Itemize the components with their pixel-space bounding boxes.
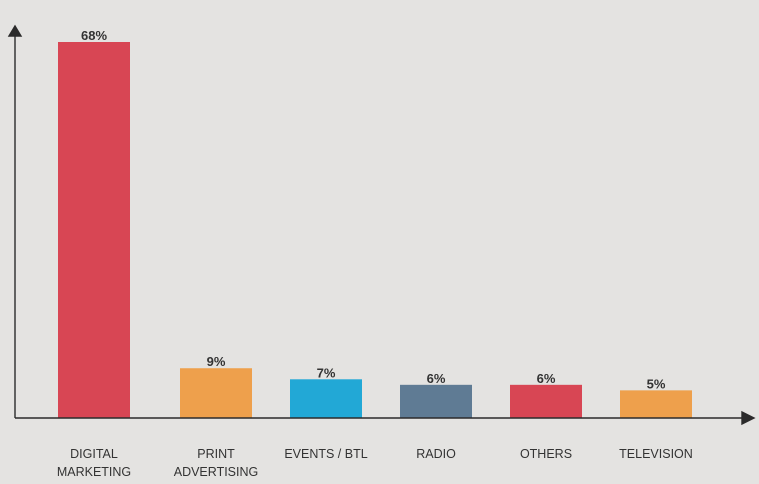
- bar-4: [510, 384, 582, 418]
- bar-group: [58, 42, 692, 418]
- y-axis-arrow: [7, 24, 23, 37]
- category-label-0-1: MARKETING: [57, 465, 131, 479]
- category-label-1-0: PRINT: [197, 447, 235, 461]
- data-label-4: 6%: [537, 371, 556, 386]
- category-label-4-0: OTHERS: [520, 447, 572, 461]
- data-label-1: 9%: [207, 354, 226, 369]
- category-label-0-0: DIGITAL: [70, 447, 118, 461]
- data-label-group: 68% 9% 7% 6% 6% 5%: [81, 28, 666, 391]
- category-label-2-0: EVENTS / BTL: [284, 447, 367, 461]
- data-label-5: 5%: [647, 376, 666, 391]
- bar-3: [400, 384, 472, 418]
- category-label-5-0: TELEVISION: [619, 447, 693, 461]
- data-label-3: 6%: [427, 371, 446, 386]
- category-label-3-0: RADIO: [416, 447, 456, 461]
- data-label-2: 7%: [317, 365, 336, 380]
- data-label-0: 68%: [81, 28, 107, 43]
- bar-2: [290, 379, 362, 418]
- bar-0: [58, 42, 130, 418]
- category-label-1-1: ADVERTISING: [174, 465, 259, 479]
- x-axis-arrow: [741, 410, 756, 426]
- category-label-group: DIGITAL MARKETING PRINT ADVERTISING EVENTS /…: [57, 447, 693, 479]
- bar-1: [180, 368, 252, 418]
- bar-5: [620, 390, 692, 418]
